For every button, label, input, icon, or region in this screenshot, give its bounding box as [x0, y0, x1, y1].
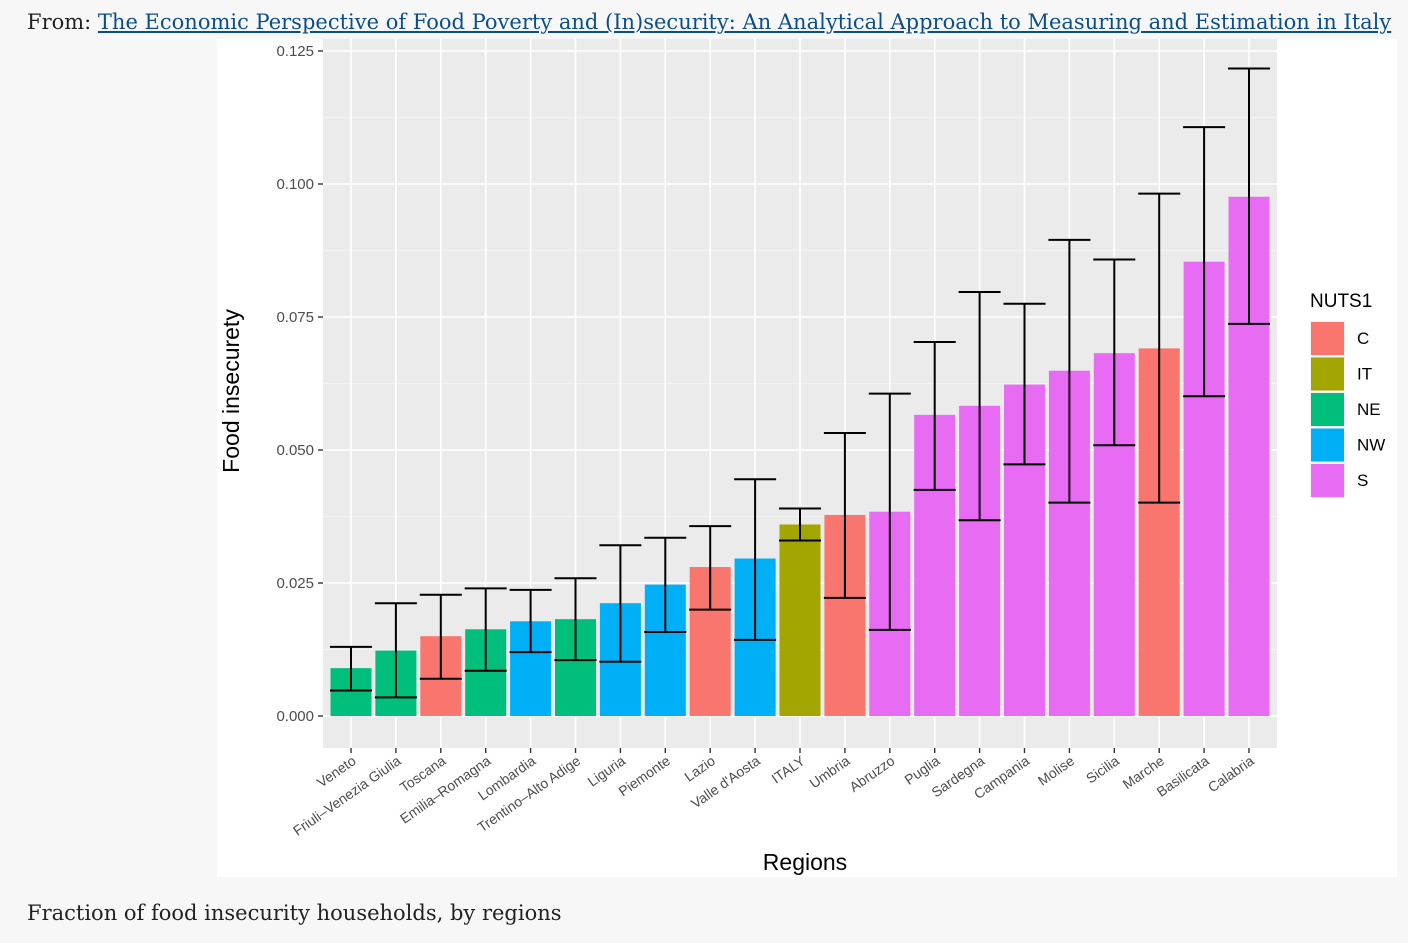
bar — [779, 524, 821, 716]
figure-panel: 0.000 0.025 0.050 0.075 0.100 0.125 Veneto Friu… — [217, 39, 1397, 877]
figure-caption: Fraction of food insecurity households, … — [27, 901, 562, 925]
legend-key-swatch — [1311, 357, 1344, 391]
legend-title: NUTS1 — [1310, 291, 1372, 312]
x-tick-label: Calabria — [1205, 752, 1257, 795]
x-tick-label: Molise — [1035, 752, 1077, 788]
legend: NUTS1 C IT NE NW S — [1310, 291, 1385, 498]
legend-item-label: S — [1357, 471, 1368, 490]
source-prefix: From: — [27, 10, 98, 34]
y-axis-title: Food insecurety — [218, 309, 244, 473]
legend-key-swatch — [1311, 464, 1344, 497]
x-tick-label: Umbria — [806, 752, 852, 791]
legend-key-swatch — [1311, 393, 1344, 426]
x-axis-title: Regions — [763, 849, 847, 875]
legend-key-swatch — [1311, 322, 1344, 355]
legend-item-label: NW — [1357, 436, 1385, 455]
y-tick-label: 0.000 — [276, 708, 314, 725]
figure-source-line: From: The Economic Perspective of Food P… — [27, 8, 1391, 36]
legend-item-label: NE — [1357, 400, 1381, 419]
legend-key-swatch — [1311, 428, 1344, 462]
y-tick-label: 0.125 — [276, 43, 314, 60]
y-tick-label: 0.050 — [276, 442, 314, 459]
y-tick-label: 0.075 — [276, 309, 314, 326]
legend-item-label: C — [1357, 329, 1369, 348]
y-tick-label: 0.100 — [276, 176, 314, 193]
source-article-link[interactable]: The Economic Perspective of Food Poverty… — [97, 10, 1392, 34]
error-bars — [330, 67, 1270, 699]
x-tick-label: Abruzzo — [846, 752, 897, 795]
x-tick-label: ITALY — [768, 752, 808, 787]
x-tick-label: Piemonte — [615, 752, 673, 799]
legend-item-label: IT — [1357, 365, 1372, 384]
x-tick-label: Lazio — [681, 752, 718, 784]
bar-chart: 0.0000.0250.0500.0750.1000.125VenetoFriu… — [218, 39, 1385, 875]
y-tick-label: 0.025 — [276, 575, 314, 592]
x-tick-label: Sicilia — [1083, 752, 1122, 786]
